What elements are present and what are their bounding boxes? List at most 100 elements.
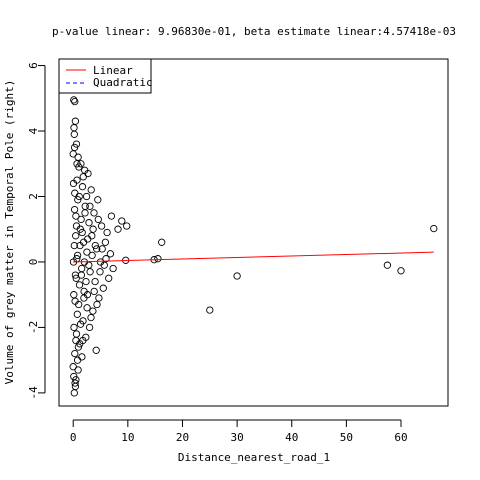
data-point: [97, 222, 106, 230]
data-point: [92, 346, 100, 354]
data-point: [206, 306, 214, 314]
plot-frame: [58, 58, 449, 407]
data-point: [91, 241, 99, 250]
data-point: [118, 217, 126, 225]
legend-quadratic-label: Quadratic: [93, 76, 153, 89]
data-point: [73, 251, 82, 260]
data-point: [74, 366, 82, 374]
data-point: [72, 336, 80, 345]
data-point: [69, 179, 78, 188]
data-point: [88, 251, 96, 260]
x-tick-label: 0: [70, 431, 77, 444]
data-point: [86, 268, 94, 276]
data-point: [80, 294, 88, 302]
data-point: [82, 277, 90, 286]
data-point: [71, 271, 80, 279]
data-point: [74, 196, 82, 204]
data-point: [82, 192, 91, 201]
data-point: [69, 150, 77, 158]
data-point: [72, 232, 80, 240]
data-point: [79, 173, 87, 181]
data-point: [70, 130, 78, 138]
data-point: [83, 304, 91, 312]
data-point: [88, 232, 96, 240]
y-tick-label: 4: [27, 127, 40, 134]
data-point: [85, 323, 94, 332]
y-tick-label: 6: [27, 62, 40, 69]
data-point: [114, 225, 122, 233]
data-point: [69, 363, 77, 371]
data-point: [95, 294, 103, 302]
data-point: [106, 250, 115, 258]
data-point: [87, 313, 95, 322]
data-point: [81, 209, 89, 217]
data-point: [79, 336, 87, 345]
plot-area: [58, 58, 449, 407]
data-point: [72, 274, 80, 282]
x-tick-label: 40: [285, 431, 298, 444]
data-point: [98, 245, 106, 253]
x-axis: 0 10 20 30 40 50 60: [70, 419, 408, 444]
y-tick-label: -4: [27, 386, 40, 400]
x-axis-label: Distance_nearest_road_1: [178, 451, 330, 464]
data-point: [70, 323, 78, 332]
data-point: [85, 219, 93, 227]
data-point: [109, 264, 117, 273]
y-tick-label: -2: [27, 321, 40, 334]
legend: Linear Quadratic: [58, 58, 153, 94]
data-point: [233, 272, 241, 280]
legend-box: [58, 58, 152, 94]
data-point: [75, 281, 84, 289]
data-point: [70, 143, 79, 152]
data-point: [78, 264, 86, 273]
data-point: [86, 202, 94, 210]
linear-fit-segment: [73, 251, 434, 263]
x-tick-label: 50: [340, 431, 353, 444]
data-point: [71, 349, 79, 358]
y-axis: -4 -2 0 2 4 6: [27, 62, 46, 400]
data-point: [85, 261, 93, 269]
data-point: [78, 353, 86, 361]
data-point: [96, 268, 104, 276]
data-point: [91, 277, 99, 286]
data-point: [90, 209, 98, 217]
data-point: [123, 222, 131, 230]
data-point: [101, 238, 110, 246]
data-point: [71, 189, 79, 197]
data-point: [74, 343, 83, 351]
data-point: [397, 267, 405, 275]
data-point: [72, 330, 81, 338]
data-point: [71, 97, 79, 106]
data-points: [69, 96, 438, 397]
data-point: [94, 215, 102, 224]
data-point: [71, 117, 80, 125]
legend-linear-label: Linear: [93, 64, 133, 77]
data-point: [102, 255, 110, 263]
data-point: [107, 212, 116, 220]
data-point: [70, 205, 79, 214]
data-point: [76, 241, 84, 250]
data-point: [94, 196, 102, 204]
data-point: [87, 186, 95, 194]
data-point: [78, 228, 86, 237]
data-point: [89, 225, 97, 233]
data-point: [158, 238, 166, 246]
data-point: [70, 291, 78, 299]
data-point: [78, 183, 87, 191]
y-tick-label: 0: [27, 259, 40, 266]
data-point: [73, 160, 81, 168]
data-point: [70, 241, 78, 250]
data-point: [103, 228, 111, 237]
data-point: [89, 307, 97, 315]
data-point: [99, 284, 107, 292]
data-point: [72, 222, 81, 230]
data-point: [70, 124, 78, 132]
data-point: [83, 248, 91, 256]
data-point: [73, 356, 82, 364]
data-point: [70, 96, 78, 104]
x-tick-label: 30: [230, 431, 243, 444]
data-point: [77, 215, 85, 224]
x-tick-label: 60: [394, 431, 407, 444]
data-point: [90, 287, 98, 296]
data-point: [73, 310, 81, 318]
